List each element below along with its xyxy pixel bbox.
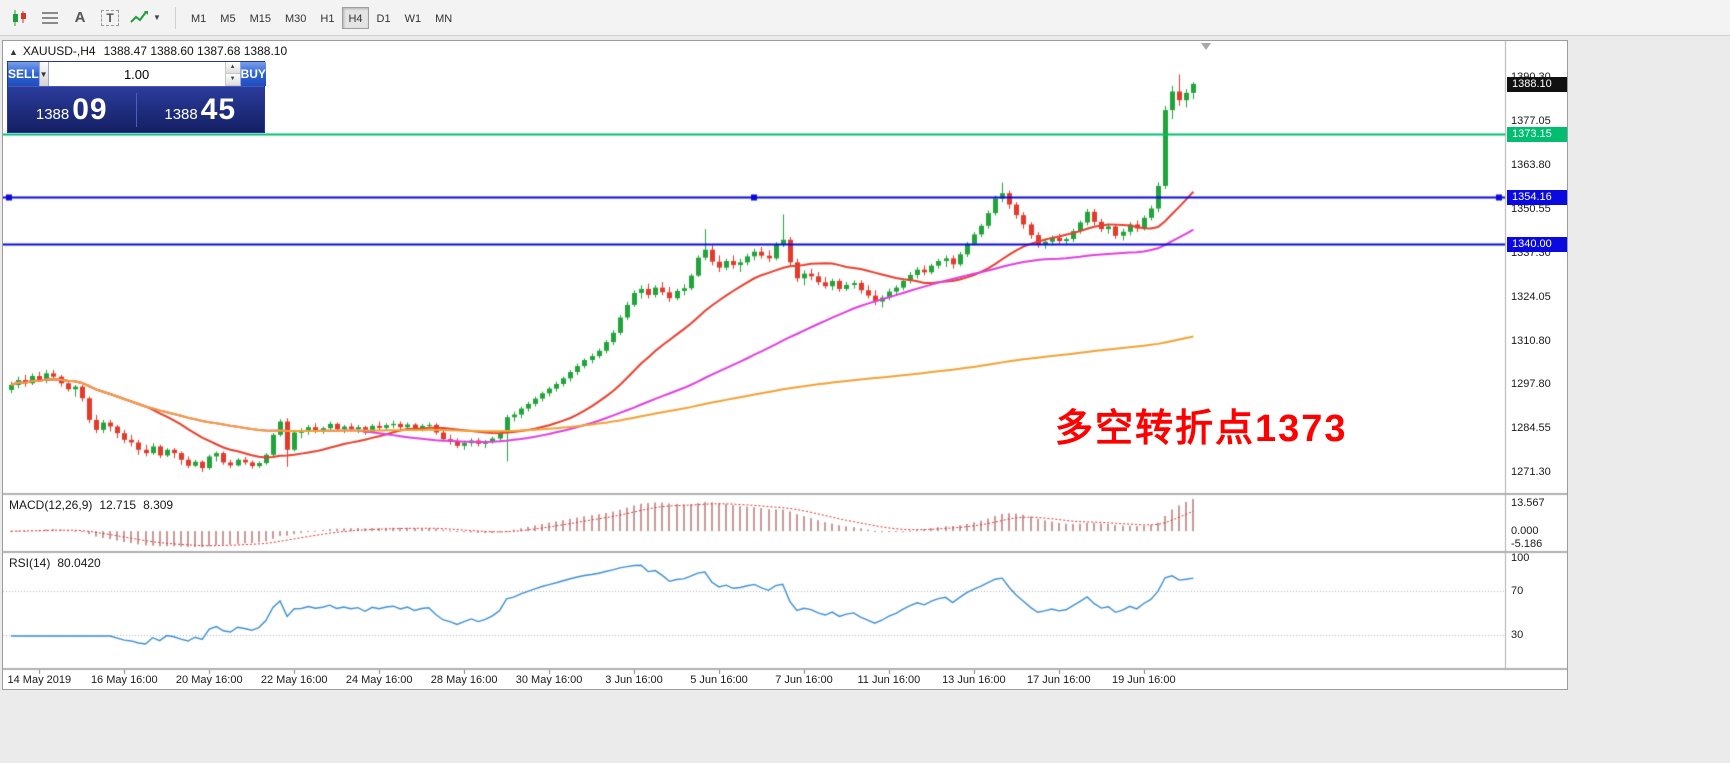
grid-icon	[42, 11, 58, 24]
indicators-dropdown-button[interactable]: ▼	[126, 6, 164, 30]
text-annotation-button[interactable]: A	[66, 6, 94, 30]
rsi-scale-100: 100	[1511, 552, 1530, 564]
price-axis-badge: 1354.16	[1507, 189, 1567, 205]
macd-scale-max: 13.567	[1511, 497, 1545, 509]
price-axis-badge: 1388.10	[1507, 76, 1567, 92]
price-axis-badge: 1340.00	[1507, 236, 1567, 252]
timeframe-button-d1[interactable]: D1	[376, 12, 391, 25]
volume-increase-button[interactable]: ▲	[225, 62, 240, 74]
macd-title-label: MACD(12,26,9)	[9, 498, 93, 512]
sell-button[interactable]: SELL	[8, 62, 39, 86]
price-axis-label: 1271.30	[1511, 466, 1551, 479]
chart-canvas[interactable]	[3, 41, 1567, 689]
volume-decrease-button[interactable]: ▼	[225, 74, 240, 86]
time-axis-label: 20 May 16:00	[175, 674, 243, 686]
rsi-scale-30: 30	[1511, 629, 1524, 641]
macd-scale-zero: 0.000	[1511, 525, 1539, 538]
macd-signal-value: 8.309	[143, 498, 174, 512]
ohlc-values: 1388.47 1388.60 1387.68 1388.10	[103, 44, 288, 58]
price-axis-label: 1350.55	[1511, 202, 1551, 215]
data-window-button[interactable]	[36, 6, 64, 30]
chart-shift-marker[interactable]	[1201, 43, 1211, 50]
timeframe-button-m15[interactable]: M15	[249, 12, 271, 25]
buy-price-main: 1388	[164, 105, 198, 123]
rsi-indicator-title: RSI(14) 80.0420	[9, 556, 101, 570]
price-axis-label: 1297.80	[1511, 377, 1551, 390]
macd-main-value: 12.715	[99, 498, 137, 512]
text-label-button[interactable]: T	[96, 6, 124, 30]
chart-symbol-title: ▲ XAUUSD-,H4 1388.47 1388.60 1387.68 1388.…	[9, 44, 287, 58]
time-axis-label: 17 Jun 16:00	[1027, 674, 1091, 686]
time-axis-label: 13 Jun 16:00	[942, 674, 1006, 686]
letter-a-icon: A	[74, 9, 86, 26]
time-axis-label: 11 Jun 16:00	[857, 674, 921, 686]
one-click-collapse-arrow[interactable]: ▲	[9, 47, 18, 57]
timeframe-button-w1[interactable]: W1	[404, 12, 422, 25]
time-axis-label: 5 Jun 16:00	[690, 674, 748, 686]
rsi-title-label: RSI(14)	[9, 556, 51, 570]
chevron-down-icon: ▼	[39, 69, 48, 79]
price-axis-label: 1324.05	[1511, 290, 1551, 303]
indicator-arrow-icon	[130, 10, 149, 23]
timeframe-button-h1[interactable]: H1	[320, 12, 335, 25]
timeframe-button-m30[interactable]: M30	[284, 12, 307, 25]
chart-type-button[interactable]	[6, 6, 34, 30]
price-divider	[135, 92, 137, 127]
price-axis-label: 1284.55	[1511, 422, 1551, 435]
time-axis-label: 24 May 16:00	[345, 674, 413, 686]
toolbar-separator	[175, 6, 176, 29]
macd-scale-min: -5.186	[1511, 538, 1543, 550]
rsi-scale-70: 70	[1511, 585, 1524, 597]
timeframe-button-mn[interactable]: MN	[435, 12, 453, 25]
timeframe-toolbar: M1 M5 M15 M30 H1 H4 D1 W1 MN	[185, 6, 460, 29]
price-axis-badge: 1373.15	[1507, 126, 1567, 142]
volume-spinner: ▲ ▼	[224, 62, 240, 86]
time-axis-label: 14 May 2019	[7, 674, 72, 686]
sell-price-display[interactable]: 1388 09	[8, 93, 136, 127]
price-axis-label: 1363.80	[1511, 158, 1551, 171]
time-axis-label: 7 Jun 16:00	[775, 674, 833, 686]
buy-price-pips: 45	[200, 92, 237, 126]
volume-input[interactable]	[48, 62, 225, 86]
price-axis-label: 1310.80	[1511, 334, 1551, 347]
chart-annotation-text[interactable]: 多空转折点1373	[1055, 408, 1348, 450]
macd-indicator-title: MACD(12,26,9) 12.715 8.309	[9, 498, 173, 512]
buy-price-display[interactable]: 1388 45	[137, 93, 265, 127]
candlestick-icon	[13, 9, 26, 26]
rsi-value: 80.0420	[57, 556, 101, 570]
timeframe-button-m1[interactable]: M1	[191, 12, 207, 25]
volume-dropdown-button[interactable]: ▼	[38, 62, 48, 86]
price-axis-label: 1377.05	[1511, 114, 1551, 127]
timeframe-button-h4[interactable]: H4	[342, 6, 369, 29]
time-axis-label: 16 May 16:00	[90, 674, 158, 686]
timeframe-button-m5[interactable]: M5	[220, 12, 236, 25]
one-click-trading-panel: SELL ▼ ▲ ▼ BUY 1388 09 1388 45	[7, 61, 266, 133]
time-axis-label: 3 Jun 16:00	[605, 674, 663, 686]
chevron-down-icon: ▼	[153, 13, 161, 22]
time-axis-label: 19 Jun 16:00	[1111, 674, 1176, 686]
time-axis-label: 30 May 16:00	[515, 674, 583, 686]
time-axis-label: 28 May 16:00	[430, 674, 498, 686]
chart-window: ▲ XAUUSD-,H4 1388.47 1388.60 1387.68 1388.…	[2, 40, 1568, 690]
time-axis-label: 22 May 16:00	[260, 674, 328, 686]
volume-field: ▲ ▼	[47, 62, 241, 86]
symbol-timeframe-label: XAUUSD-,H4	[22, 44, 96, 58]
letter-t-icon: T	[101, 9, 119, 26]
sell-price-pips: 09	[72, 92, 108, 126]
main-toolbar: A T ▼ M1 M5 M15 M30 H1 H4 D1 W1 MN	[0, 0, 1730, 36]
sell-price-main: 1388	[35, 105, 70, 123]
buy-button[interactable]: BUY	[240, 62, 266, 86]
